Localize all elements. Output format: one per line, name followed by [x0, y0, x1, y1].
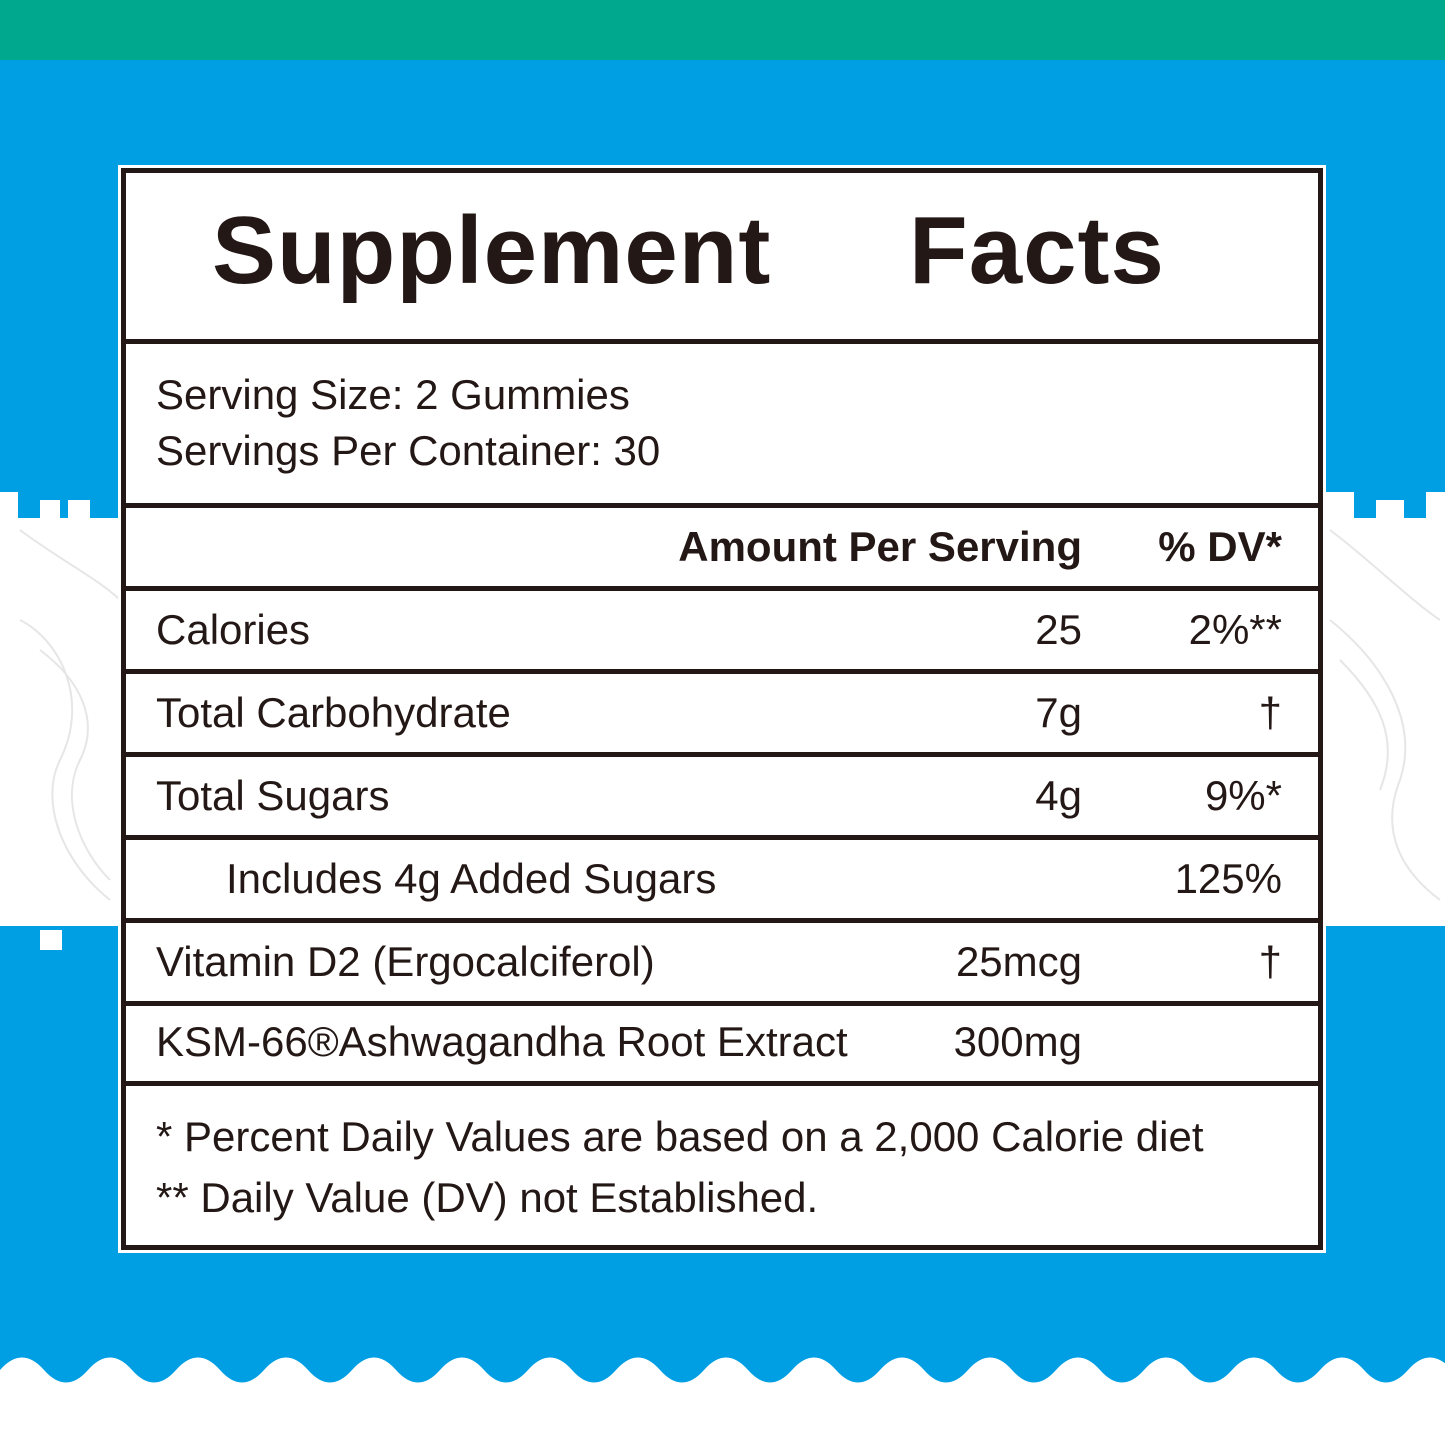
- top-color-band: [0, 0, 1445, 60]
- nutrient-name: Includes 4g Added Sugars: [226, 855, 717, 902]
- footnote-dv-not-established: ** Daily Value (DV) not Established.: [156, 1174, 819, 1221]
- nutrient-amount: 25mcg: [955, 938, 1082, 985]
- bottom-wave-decoration: [0, 1357, 1445, 1445]
- amount-header: Amount Per Serving: [678, 523, 1082, 570]
- footnotes: * Percent Daily Values are based on a 2,…: [126, 1086, 1318, 1246]
- nutrient-row: Includes 4g Added Sugars 125%: [126, 840, 1318, 923]
- nutrient-name: Total Carbohydrate: [156, 689, 511, 736]
- nutrient-dv: 2%**: [1188, 606, 1282, 653]
- nutrient-row: Total Carbohydrate 7g †: [126, 674, 1318, 757]
- nutrient-amount: 300mg: [953, 1018, 1082, 1065]
- supplement-facts-label: Supplement Facts Serving Size: 2 Gummies…: [121, 168, 1323, 1250]
- nutrient-amount: 4g: [1035, 772, 1082, 819]
- title-row: Supplement Facts: [126, 173, 1318, 344]
- serving-size: Serving Size: 2 Gummies: [156, 371, 630, 418]
- nutrient-row: Calories 25 2%**: [126, 591, 1318, 674]
- nutrient-amount: 7g: [1035, 689, 1082, 736]
- nutrient-dv: †: [1258, 938, 1282, 985]
- nutrient-dv: †: [1258, 689, 1282, 736]
- label-title: Supplement Facts: [212, 197, 1165, 304]
- column-header-row: Amount Per Serving % DV*: [126, 508, 1318, 591]
- nutrient-name: Calories: [156, 606, 311, 653]
- nutrient-row: Total Sugars 4g 9%*: [126, 757, 1318, 840]
- nutrient-row: Vitamin D2 (Ergocalciferol) 25mcg †: [126, 923, 1318, 1006]
- serving-info: Serving Size: 2 Gummies Servings Per Con…: [126, 344, 1318, 508]
- nutrient-name: KSM-66®Ashwagandha Root Extract: [156, 1018, 848, 1065]
- servings-per-container: Servings Per Container: 30: [156, 427, 661, 474]
- nutrient-dv: 125%: [1174, 855, 1282, 902]
- nutrient-name: Vitamin D2 (Ergocalciferol): [156, 938, 655, 985]
- nutrient-name: Total Sugars: [156, 772, 390, 819]
- nutrient-dv: 9%*: [1204, 772, 1282, 819]
- footnote-dv-basis: * Percent Daily Values are based on a 2,…: [156, 1113, 1204, 1160]
- nutrient-row: KSM-66®Ashwagandha Root Extract 300mg: [126, 1003, 1318, 1086]
- dv-header: % DV*: [1158, 523, 1282, 570]
- nutrient-amount: 25: [1035, 606, 1082, 653]
